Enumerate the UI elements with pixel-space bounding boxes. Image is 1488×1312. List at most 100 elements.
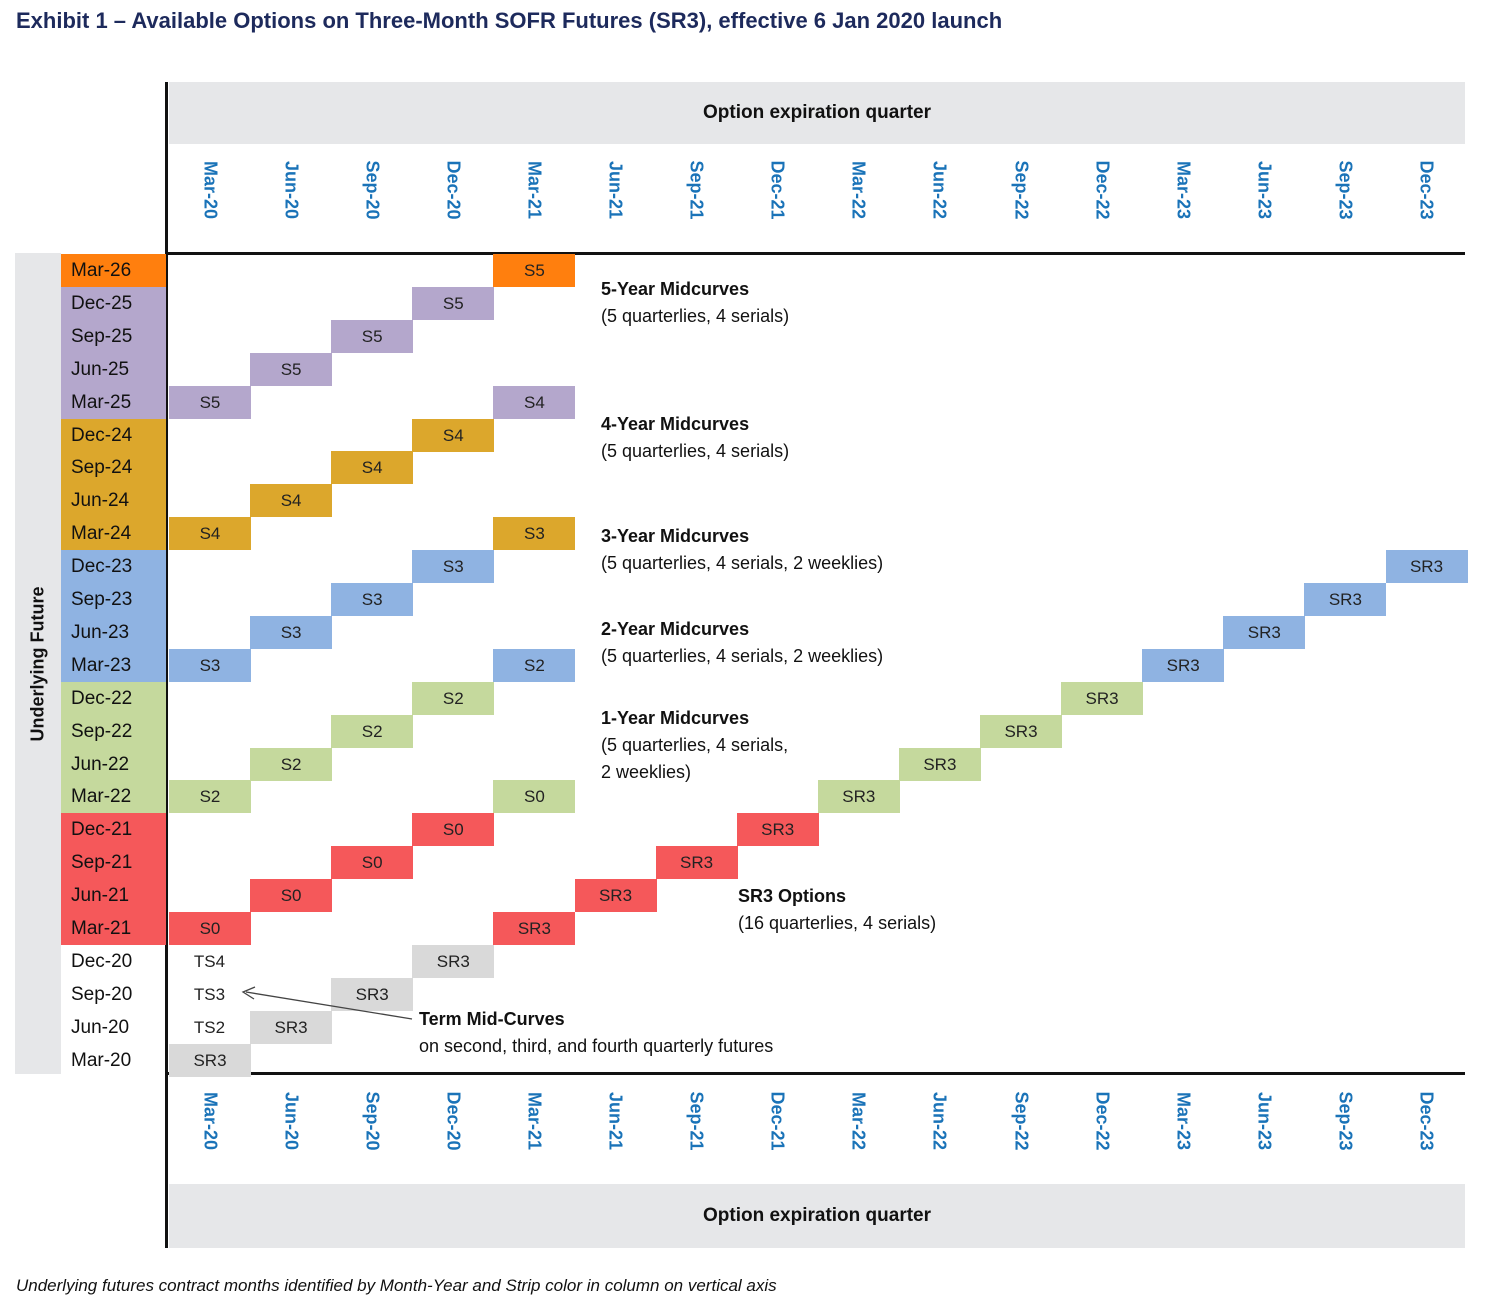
row-label: Sep-20 [71, 983, 133, 1005]
row-label: Dec-20 [71, 950, 133, 972]
row-label: Jun-23 [61, 615, 166, 649]
annotation-sr3-options: SR3 Options (16 quarterlies, 4 serials) [738, 883, 936, 937]
exhibit-title: Exhibit 1 – Available Options on Three-M… [16, 8, 1003, 33]
annotation-detail: on second, third, and fourth quarterly f… [419, 1036, 774, 1056]
row-label: Jun-22 [61, 747, 166, 781]
annotation-title: 1-Year Midcurves [601, 708, 750, 728]
option-cell: S5 [331, 319, 414, 353]
option-cell: S4 [250, 484, 333, 518]
bottom-axis-title-band: Option expiration quarter [169, 1184, 1465, 1248]
row-label: Jun-20 [71, 1016, 130, 1038]
option-cell: SR3 [1304, 583, 1387, 616]
annotation-title: Term Mid-Curves [419, 1009, 565, 1029]
option-cell: SR3 [736, 813, 819, 847]
vertical-axis-line [165, 82, 168, 1248]
row-label: Mar-24 [61, 517, 166, 551]
option-cell: S3 [493, 517, 576, 551]
option-cell: S4 [493, 385, 576, 419]
option-cell: SR3 [169, 1043, 251, 1077]
option-cell: S0 [412, 813, 495, 847]
option-cell: S2 [250, 747, 333, 781]
option-cell: S2 [331, 714, 414, 748]
option-cell: SR3 [1142, 648, 1225, 682]
option-cell: SR3 [655, 846, 738, 880]
option-cell: SR3 [980, 714, 1062, 748]
option-cell: S0 [169, 912, 251, 945]
option-cell: SR3 [898, 747, 981, 781]
annotation-title: 4-Year Midcurves [601, 414, 750, 434]
annotation-5y-midcurves: 5-Year Midcurves (5 quarterlies, 4 seria… [601, 276, 789, 330]
annotation-detail: 2 weeklies) [601, 762, 692, 782]
annotation-detail: (5 quarterlies, 4 serials, [601, 735, 789, 755]
row-label: Mar-22 [61, 780, 166, 814]
term-midcurve-label: TS4 [193, 951, 226, 971]
row-label: Jun-25 [61, 352, 166, 386]
annotation-detail: (5 quarterlies, 4 serials) [601, 441, 790, 461]
option-cell: S5 [412, 286, 495, 320]
option-cell: S0 [493, 780, 576, 814]
bottom-grid-line [167, 1072, 1465, 1075]
annotation-title: 2-Year Midcurves [601, 619, 750, 639]
row-label: Mar-21 [61, 912, 166, 945]
row-label: Sep-22 [61, 714, 166, 748]
option-cell: SR3 [1061, 681, 1144, 715]
row-label: Dec-22 [61, 681, 166, 715]
row-label: Sep-23 [61, 583, 166, 616]
annotation-2y-midcurves: 2-Year Midcurves (5 quarterlies, 4 seria… [601, 616, 883, 670]
row-label: Mar-26 [61, 254, 166, 287]
option-cell: SR3 [1385, 550, 1468, 584]
option-cell: SR3 [817, 780, 900, 814]
option-cell: SR3 [331, 977, 414, 1011]
option-cell: SR3 [574, 879, 657, 913]
option-cell: SR3 [250, 1010, 333, 1044]
row-label: Mar-23 [61, 648, 166, 682]
option-cell: SR3 [1223, 615, 1306, 649]
option-cell: S5 [493, 254, 576, 287]
top-grid-line [167, 252, 1465, 255]
row-label: Sep-24 [61, 451, 166, 485]
option-cell: S0 [331, 846, 414, 880]
annotation-detail: (5 quarterlies, 4 serials, 2 weeklies) [601, 646, 884, 666]
row-label: Sep-25 [61, 319, 166, 353]
option-cell: SR3 [412, 944, 495, 978]
bottom-axis-title: Option expiration quarter [702, 1205, 932, 1226]
row-label: Dec-21 [61, 813, 166, 847]
row-label: Mar-25 [61, 385, 166, 419]
row-label: Jun-24 [61, 484, 166, 518]
row-label: Sep-21 [61, 846, 166, 880]
term-midcurve-label: TS3 [193, 984, 226, 1004]
vertical-axis-band [15, 253, 61, 1074]
option-cell: S4 [169, 517, 251, 551]
option-cell: S2 [169, 780, 251, 814]
annotation-detail: (16 quarterlies, 4 serials) [738, 913, 937, 933]
annotation-1y-midcurves: 1-Year Midcurves (5 quarterlies, 4 seria… [601, 705, 788, 786]
option-cell: S5 [250, 352, 333, 386]
footnote: Underlying futures contract months ident… [16, 1276, 777, 1295]
option-cell: S3 [412, 550, 495, 584]
annotation-term-midcurves: Term Mid-Curves on second, third, and fo… [419, 1006, 773, 1060]
option-cell: S2 [412, 681, 495, 715]
annotation-title: SR3 Options [738, 886, 847, 906]
option-cell: S3 [250, 615, 333, 649]
top-axis-title-band: Option expiration quarter [169, 82, 1465, 144]
row-label: Mar-20 [71, 1049, 132, 1071]
annotation-3y-midcurves: 3-Year Midcurves (5 quarterlies, 4 seria… [601, 523, 883, 577]
option-cell: S4 [412, 418, 495, 452]
option-cell: S5 [169, 385, 251, 419]
option-cell: S4 [331, 451, 414, 485]
option-cell: S0 [250, 879, 333, 913]
option-cell: SR3 [493, 912, 576, 945]
annotation-title: 3-Year Midcurves [601, 526, 750, 546]
option-cell: S2 [493, 648, 576, 682]
row-label: Jun-21 [61, 879, 166, 913]
row-label: Dec-25 [61, 286, 166, 320]
option-cell: S3 [169, 648, 251, 682]
term-midcurve-label: TS2 [193, 1017, 226, 1037]
row-label: Dec-23 [61, 550, 166, 584]
annotation-detail: (5 quarterlies, 4 serials, 2 weeklies) [601, 553, 884, 573]
row-label: Dec-24 [61, 418, 166, 452]
top-axis-title: Option expiration quarter [702, 102, 932, 123]
annotation-title: 5-Year Midcurves [601, 279, 750, 299]
annotation-detail: (5 quarterlies, 4 serials) [601, 306, 790, 326]
